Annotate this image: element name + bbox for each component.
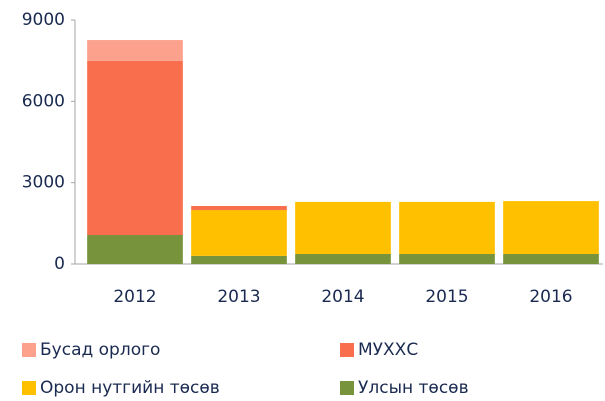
legend-swatch [22, 343, 36, 357]
legend-swatch [340, 381, 354, 395]
x-tick-label: 2016 [529, 287, 572, 307]
bar-segment [191, 255, 287, 264]
x-tick-label: 2012 [113, 287, 156, 307]
x-tick-label: 2013 [217, 287, 260, 307]
bar-segment [87, 60, 183, 235]
y-tick-label: 0 [54, 254, 65, 274]
x-tick-label: 2015 [425, 287, 468, 307]
legend-swatch [22, 381, 36, 395]
bar-segment [191, 210, 287, 256]
bar-segment [295, 253, 391, 264]
bar-segment [503, 253, 599, 264]
bar-segment [399, 201, 495, 254]
bar-segment [503, 201, 599, 254]
legend-label: Улсын төсөв [358, 378, 469, 398]
bar-segment [399, 253, 495, 264]
y-tick-label: 3000 [22, 173, 65, 193]
bar-segment [87, 40, 183, 61]
bar-segment [87, 234, 183, 264]
y-tick-label: 6000 [22, 91, 65, 111]
legend-label: Бусад орлого [40, 340, 160, 360]
legend-label: МУХХС [358, 340, 418, 360]
bar-segment [191, 205, 287, 211]
legend-label: Орон нутгийн төсөв [40, 378, 220, 398]
bar-segment [295, 201, 391, 254]
legend-swatch [340, 343, 354, 357]
x-tick-label: 2014 [321, 287, 364, 307]
y-tick-label: 9000 [22, 10, 65, 30]
